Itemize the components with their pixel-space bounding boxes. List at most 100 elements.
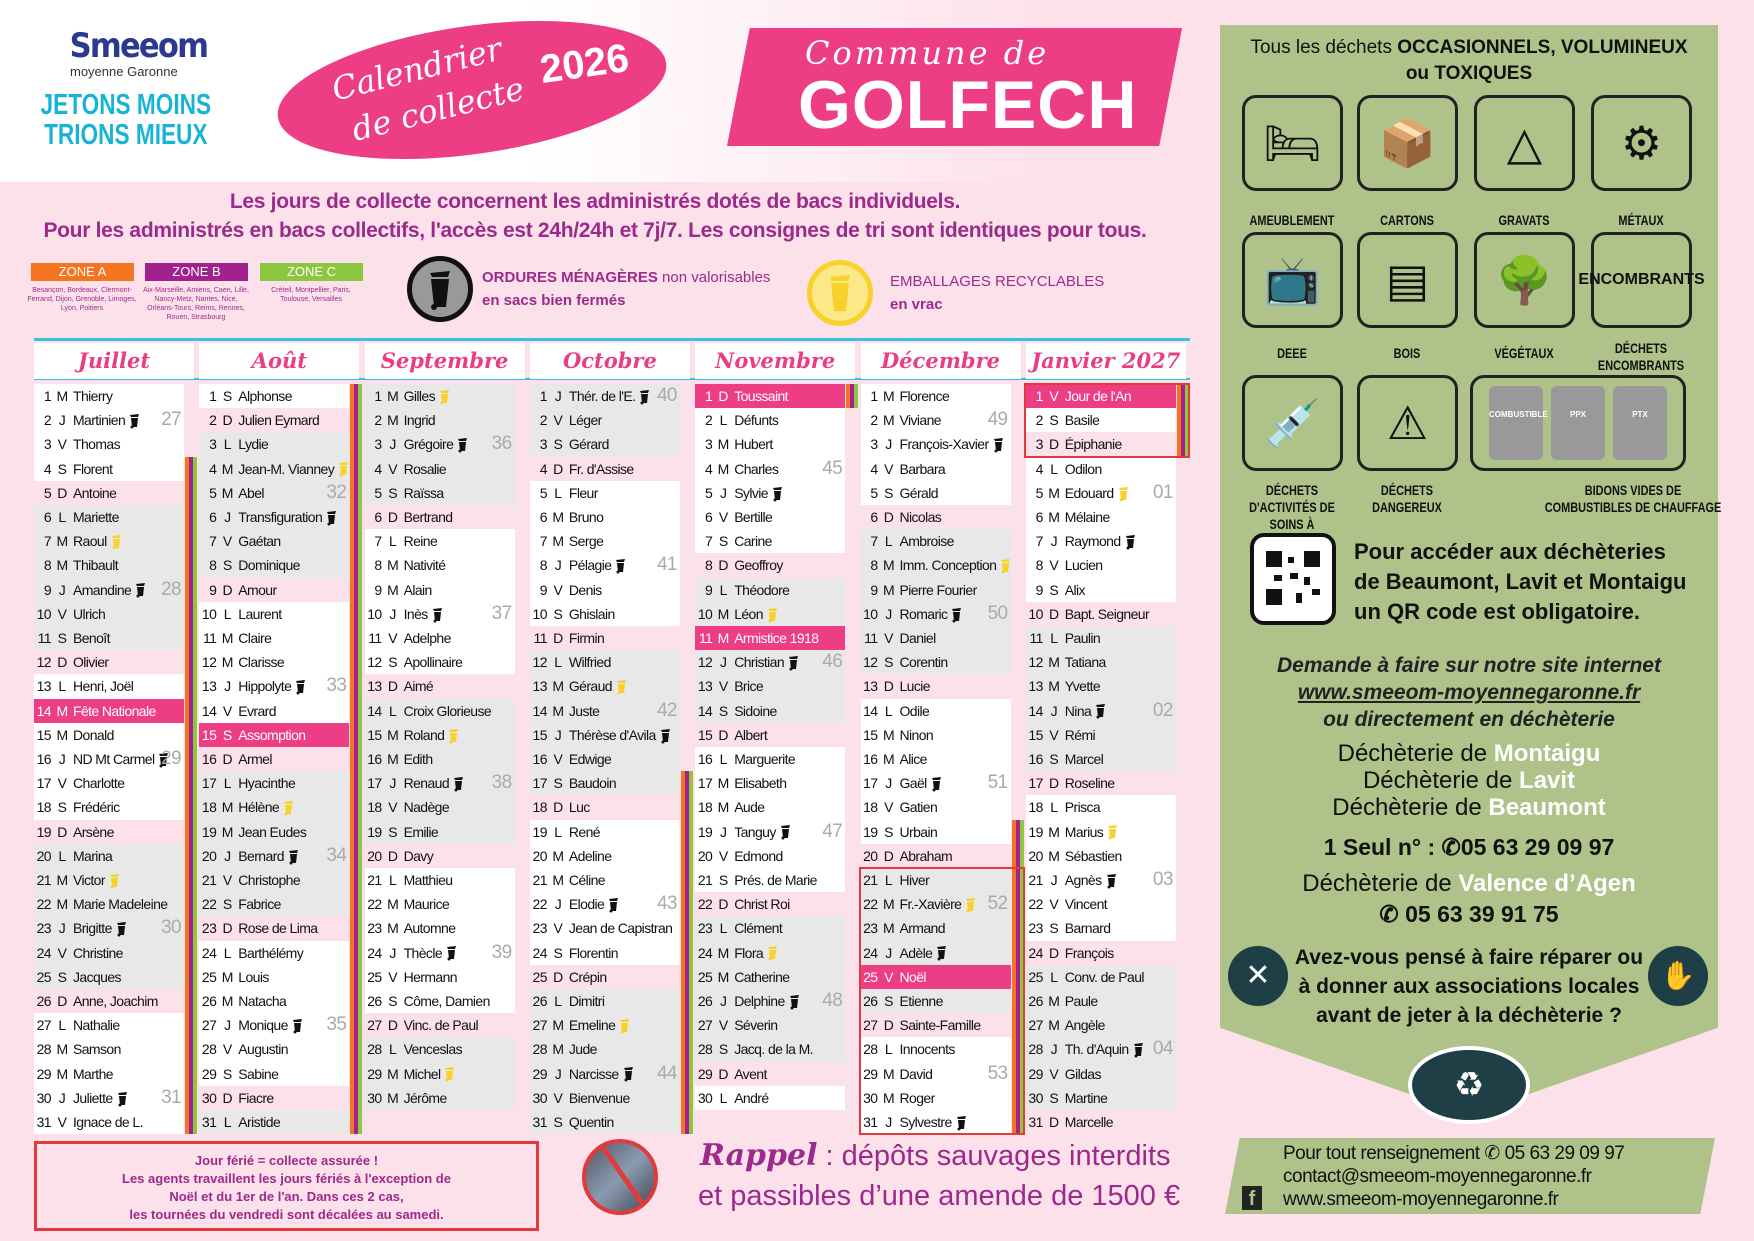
weekday-letter: L <box>719 751 728 767</box>
saint-name: Armand <box>899 920 946 937</box>
day-number: 3 <box>209 436 217 453</box>
saint-name: Toussaint <box>734 388 788 404</box>
black-bin-collection-icon <box>442 945 457 961</box>
day-number: 29 <box>1028 1065 1043 1082</box>
saint-name: Viviane <box>899 412 942 429</box>
weekday-letter: S <box>553 605 563 622</box>
day-row: 5 S Gérald <box>860 480 1011 505</box>
day-row: 28 L Venceslas <box>364 1037 515 1062</box>
weekday-letter: M <box>552 847 564 864</box>
day-row: 19 D Arsène <box>34 819 184 844</box>
day-number: 16 <box>697 751 713 767</box>
day-row: 3 L Lydie <box>199 432 350 457</box>
day-number: 23 <box>697 920 713 937</box>
week-number: 37 <box>491 602 513 624</box>
facebook-icon[interactable]: f <box>1242 1186 1262 1210</box>
saint-name: Ignace de L. <box>73 1114 143 1130</box>
day-number: 5 <box>1035 484 1044 501</box>
day-row: 19 S Emilie <box>364 819 515 844</box>
day-row: 14 S Sidoine <box>695 698 846 723</box>
day-number: 5 <box>870 484 878 501</box>
saint-name: Christine <box>73 944 123 961</box>
day-number: 13 <box>36 678 52 695</box>
saint-name: Martinien <box>73 412 126 429</box>
day-number: 9 <box>539 581 548 598</box>
day-number: 6 <box>43 509 52 525</box>
weekday-letter: M <box>387 1089 399 1106</box>
contact-email[interactable]: contact@smeeom-moyennegaronne.fr <box>1283 1166 1592 1187</box>
day-row: 21 V Christophe <box>199 868 350 893</box>
month-column: Octobre 1 J Thér. de l'E. 40 2 V Léger 3 S Gérard 4… <box>529 343 695 1135</box>
day-row: 18 L Prisca <box>1025 795 1176 820</box>
yellow-bin-collection-icon <box>444 727 459 744</box>
contact-website[interactable]: www.smeeom-moyennegaronne.fr <box>1283 1189 1559 1210</box>
saint-name: Arsène <box>73 823 114 840</box>
syringe-icon: 💉 <box>1242 375 1343 471</box>
day-row: 3 J François-Xavier <box>860 432 1011 457</box>
day-row: 22 D Christ Roi <box>695 892 846 917</box>
cardboard-box-icon: 📦 <box>1357 95 1458 191</box>
yellow-trash-bin-icon <box>807 260 873 326</box>
weekday-letter: M <box>56 388 68 404</box>
day-row: 4 V Rosalie <box>364 456 515 481</box>
day-number: 26 <box>36 993 52 1009</box>
month-column: Septembre 1 M Gilles 2 M Ingrid 3 J Grégoire 36 4 V R… <box>364 343 530 1110</box>
day-number: 12 <box>1028 654 1043 671</box>
weekday-letter: D <box>57 654 67 671</box>
day-number: 14 <box>367 702 382 719</box>
saint-name: Marina <box>73 847 113 864</box>
saint-name: Christ Roi <box>734 896 790 913</box>
day-number: 13 <box>201 678 217 695</box>
day-row: 6 D Bertrand <box>364 505 515 530</box>
day-number: 14 <box>1028 702 1043 719</box>
saint-name: Crépin <box>568 968 607 985</box>
day-number: 3 <box>705 436 713 453</box>
day-row: 26 S Côme, Damien <box>364 989 515 1014</box>
saint-name: Imm. Conception <box>899 557 997 574</box>
day-row: 23 S Barnard <box>1025 916 1176 941</box>
day-row: 3 M Hubert <box>695 432 846 457</box>
day-row: 28 M Samson <box>34 1037 184 1062</box>
day-number: 23 <box>532 920 548 937</box>
day-row: 10 J Inès 37 <box>364 601 515 626</box>
day-number: 4 <box>539 460 548 477</box>
day-row: 10 L Laurent <box>199 601 350 626</box>
saint-name: Ambroise <box>899 533 955 550</box>
saint-name: Ulrich <box>73 605 106 622</box>
holiday-notice: Jour férié = collecte assurée ! Les agent… <box>34 1141 539 1231</box>
day-row: 13 L Henri, Joël <box>34 674 184 699</box>
yellow-bin-collection-icon <box>615 1017 630 1034</box>
recycling-person-icon: ♻ <box>1408 1046 1530 1124</box>
website-link[interactable]: www.smeeom-moyennegaronne.fr <box>1297 681 1641 704</box>
yellow-bin-collection-icon <box>105 872 120 889</box>
panel-title: Tous les déchets OCCASIONNELS, VOLUMINEU… <box>1250 37 1688 58</box>
weekday-letter: D <box>387 847 398 864</box>
day-row: 26 L Dimitri <box>529 989 680 1014</box>
day-number: 23 <box>1028 920 1043 937</box>
weekday-letter: M <box>221 799 234 816</box>
weekday-letter: D <box>1049 436 1059 453</box>
day-row: 1 M Florence <box>860 384 1011 409</box>
saint-name: Inès <box>403 605 429 622</box>
day-number: 10 <box>201 605 217 622</box>
saint-name: Sébastien <box>1064 847 1122 864</box>
saint-name: Evrard <box>238 702 276 719</box>
weekday-letter: J <box>1050 533 1058 550</box>
day-row: 6 M Bruno <box>529 505 680 530</box>
day-number: 25 <box>36 968 52 985</box>
day-number: 27 <box>863 1017 878 1034</box>
day-row: 12 M Clarisse <box>199 650 350 675</box>
day-number: 4 <box>374 460 382 477</box>
weekday-letter: L <box>554 993 562 1009</box>
day-number: 8 <box>209 557 217 574</box>
saint-name: François-Xavier <box>899 436 990 453</box>
saint-name: Henri, Joël <box>73 678 134 695</box>
day-row: 19 S Urbain <box>860 819 1011 844</box>
black-bin-collection-icon <box>776 824 791 840</box>
weekday-letter: L <box>554 484 562 501</box>
saint-name: Gérard <box>568 436 610 453</box>
day-number: 30 <box>1028 1089 1043 1106</box>
day-number: 31 <box>532 1114 548 1130</box>
school-holiday-bar-zone-b <box>189 456 193 1135</box>
day-number: 5 <box>374 484 382 501</box>
